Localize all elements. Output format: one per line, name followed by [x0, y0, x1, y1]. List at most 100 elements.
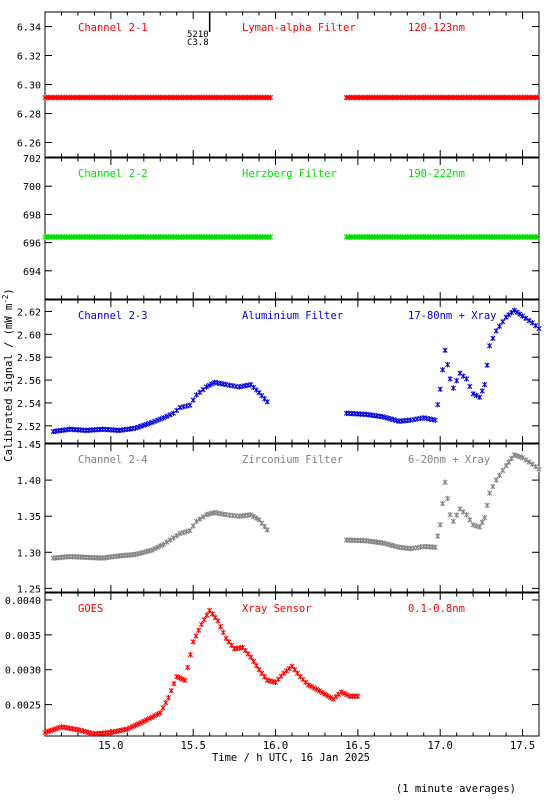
x-tick-label: 15.0	[98, 740, 123, 752]
y-tick-label: 6.32	[17, 52, 41, 63]
panel-5: 0.0025 0.0030 0.0035 0.0040 GOES Xray Sensor 0…	[5, 592, 540, 737]
data-point	[435, 401, 441, 408]
y-tick-label: 0.0040	[5, 596, 41, 607]
data-point	[187, 651, 194, 658]
data-point	[338, 689, 344, 695]
data-point	[534, 94, 540, 101]
y-tick-label: 2.62	[17, 307, 41, 318]
data-point	[281, 670, 287, 676]
data-point	[212, 614, 218, 621]
data-point	[220, 629, 226, 636]
data-point	[470, 391, 476, 397]
panel-label-1: GOES	[78, 603, 103, 615]
data-point	[152, 713, 158, 719]
data-point	[454, 512, 460, 518]
data-point	[179, 676, 185, 682]
data-point	[325, 693, 331, 699]
data-point	[523, 457, 529, 463]
y-axis-title-sup: -2	[1, 295, 10, 304]
data-point	[268, 94, 274, 101]
data-point	[229, 642, 235, 649]
data-point	[517, 454, 523, 460]
data-point	[146, 420, 152, 427]
data-point	[56, 725, 62, 731]
panel-3: 2.52 2.54 2.56 2.58 2.60 2.62 Channel 2-3 Alumi…	[17, 299, 542, 444]
data-point	[467, 517, 473, 523]
data-point	[204, 612, 210, 618]
data-point	[457, 370, 463, 376]
y-tick-label: 6.30	[17, 81, 41, 92]
flare-marker-label: 5210	[187, 30, 209, 40]
x-tick-label: 16.0	[263, 740, 288, 752]
y-tick-label: 1.45	[17, 440, 41, 451]
panel-label-3: 190-222nm	[408, 168, 465, 180]
data-point	[484, 502, 490, 509]
panel-label-3: 0.1-0.8nm	[408, 603, 465, 615]
x-tick-label: 16.5	[345, 740, 370, 752]
y-tick-label: 2.52	[17, 422, 41, 433]
data-point	[264, 399, 270, 405]
data-point	[500, 318, 506, 325]
footnote: (1 minute averages)	[396, 783, 516, 795]
data-point	[248, 512, 254, 518]
data-point	[490, 483, 496, 490]
panel-label-2: Xray Sensor	[242, 603, 312, 615]
data-point	[143, 421, 150, 428]
y-tick-label: 696	[23, 239, 41, 250]
data-point	[157, 710, 163, 716]
y-tick-label: 0.0035	[5, 631, 41, 642]
data-point	[487, 343, 493, 349]
data-point	[536, 466, 542, 473]
data-point	[503, 462, 509, 469]
data-point	[479, 519, 485, 526]
data-point	[467, 383, 473, 390]
data-point	[149, 419, 155, 426]
panel-label-3: 17-80nm + Xray	[408, 310, 497, 322]
data-point	[182, 677, 188, 683]
data-point	[533, 463, 539, 470]
data-point	[248, 654, 254, 660]
data-point	[124, 726, 130, 732]
y-tick-label: 6.34	[17, 23, 41, 34]
data-point	[141, 422, 147, 429]
data-point	[160, 705, 166, 711]
y-tick-label: 0.0030	[5, 666, 41, 677]
panel-4: 1.25 1.30 1.35 1.40 1.45 Channel 2-4 Zirconium…	[17, 440, 542, 595]
data-point	[268, 234, 274, 240]
data-point	[164, 539, 170, 545]
data-point	[184, 528, 190, 535]
data-point	[141, 718, 147, 725]
data-point	[135, 424, 141, 430]
data-point	[292, 666, 298, 673]
data-point	[283, 668, 290, 674]
data-point	[473, 392, 479, 399]
data-point	[487, 490, 493, 496]
data-point	[511, 307, 517, 314]
data-point	[482, 381, 488, 388]
data-point	[206, 382, 212, 389]
data-point	[437, 522, 443, 528]
data-point	[193, 518, 200, 524]
data-point	[152, 418, 158, 425]
data-point	[514, 309, 520, 315]
y-tick-label: 1.25	[17, 584, 41, 595]
panels-group: 6.26 6.28 6.30 6.32 6.34 Channel 2-1 Lyman-alp…	[5, 11, 542, 737]
data-point	[336, 691, 342, 698]
data-point	[477, 524, 483, 530]
data-point	[209, 381, 215, 387]
data-point	[442, 347, 448, 354]
data-point	[463, 376, 470, 382]
data-point	[305, 682, 312, 688]
data-point	[165, 694, 172, 701]
panel-label-1: Channel 2-2	[78, 168, 148, 180]
y-tick-label: 0.0025	[5, 701, 41, 712]
data-point	[447, 512, 453, 518]
data-point	[158, 416, 164, 422]
data-point	[327, 694, 333, 701]
data-point	[319, 689, 325, 696]
data-point	[174, 407, 180, 414]
data-point	[445, 495, 451, 502]
data-point	[218, 623, 224, 630]
data-point	[196, 627, 202, 633]
